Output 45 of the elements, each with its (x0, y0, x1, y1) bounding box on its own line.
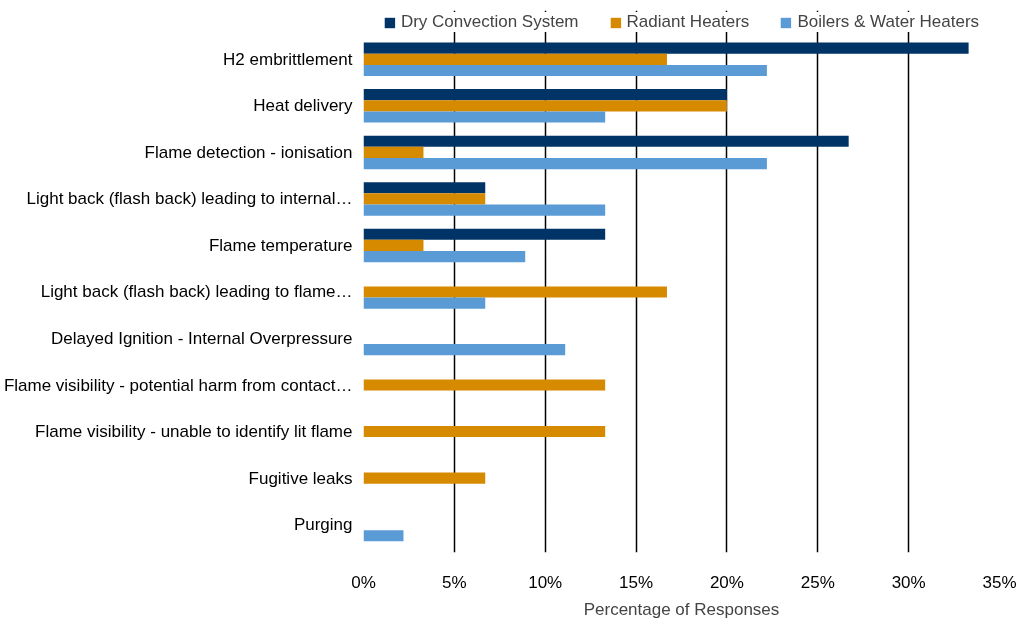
y-tick-label: Flame temperature (208, 235, 353, 255)
bar (363, 111, 606, 123)
bar (363, 286, 667, 298)
legend-label: Radiant Heaters (626, 12, 750, 32)
bar (363, 425, 606, 438)
bar (363, 239, 424, 252)
x-axis-title: Percentage of Responses (583, 599, 780, 619)
bar (363, 89, 727, 101)
y-tick-label: Light back (flash back) leading to flame… (40, 282, 353, 302)
bar (363, 135, 849, 147)
x-tick-label: 5% (442, 572, 467, 592)
bar (363, 42, 969, 54)
y-tick-label: Flame detection - ionisation (144, 142, 353, 162)
x-tick-label: 15% (619, 572, 654, 592)
x-tick-label: 20% (709, 572, 744, 592)
bar (363, 53, 667, 65)
bar (363, 530, 404, 542)
x-tick-label: 25% (800, 572, 835, 592)
bar (363, 100, 727, 112)
bar (363, 64, 767, 77)
y-tick-label: Light back (flash back) leading to internal… (26, 189, 353, 209)
x-tick-label: 35% (982, 572, 1017, 592)
y-tick-label: Flame visibility - unable to identify lit flame (35, 422, 353, 442)
y-tick-label: Fugitive leaks (248, 468, 353, 488)
bar (363, 193, 486, 205)
bar (363, 472, 486, 484)
y-tick-label: Purging (293, 515, 353, 535)
bar (363, 379, 606, 391)
y-tick-label: Heat delivery (253, 96, 353, 116)
y-tick-label: H2 embrittlement (223, 49, 353, 69)
bar (363, 146, 424, 158)
x-tick-label: 10% (528, 572, 563, 592)
y-tick-label: Delayed Ignition - Internal Overpressure (51, 328, 353, 348)
y-tick-label: Flame visibility - potential harm from contact… (3, 375, 353, 395)
bar (363, 204, 606, 216)
bar (363, 182, 486, 194)
bar (363, 157, 767, 170)
bar (363, 297, 486, 309)
bar (363, 344, 566, 356)
bar (363, 228, 606, 240)
legend-label: Boilers & Water Heaters (797, 12, 980, 32)
legend-label: Dry Convection System (400, 12, 579, 32)
bar (363, 251, 526, 263)
x-tick-label: 30% (891, 572, 926, 592)
x-tick-label: 0% (351, 572, 376, 592)
